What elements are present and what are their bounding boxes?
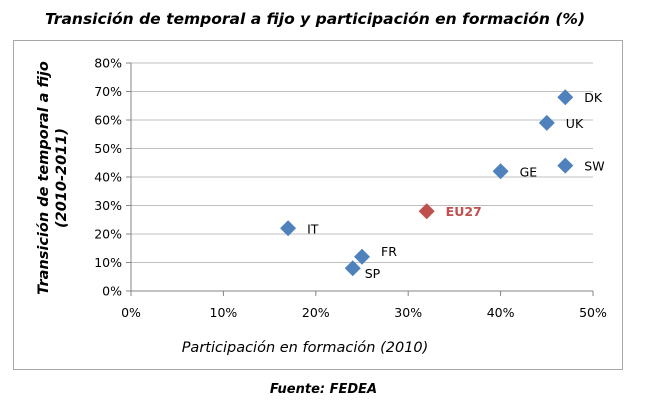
point-marker-fr: [354, 248, 370, 265]
point-label-fr: FR: [381, 244, 397, 259]
x-tick-label: 30%: [394, 305, 422, 320]
y-axis-label: Transición de temporal a fijo (2010-2011…: [36, 61, 70, 295]
point-marker-sp: [344, 260, 361, 277]
point-label-sp: SP: [365, 266, 381, 281]
y-tick-label: 30%: [94, 198, 122, 213]
point-marker-uk: [538, 114, 555, 131]
point-marker-it: [280, 220, 297, 237]
y-tick-label: 20%: [94, 227, 122, 242]
y-tick-label: 70%: [94, 84, 122, 99]
point-marker-sw: [557, 157, 574, 174]
x-tick-labels: 0% 10% 20% 30% 40% 50%: [121, 305, 607, 320]
x-tick-label: 10%: [210, 305, 238, 320]
y-axis-label-line2: (2010-2011): [54, 128, 70, 228]
y-tick-labels: 0% 10% 20% 30% 40% 50% 60% 70% 80%: [94, 56, 122, 299]
x-tick-label: 40%: [487, 305, 515, 320]
grid-lines: [131, 62, 593, 263]
point-label-it: IT: [307, 221, 319, 236]
point-label-eu27: EU27: [446, 204, 482, 219]
y-tick-label: 40%: [94, 170, 122, 185]
y-tick-label: 10%: [94, 255, 122, 270]
x-tick-label: 0%: [121, 305, 141, 320]
point-label-ge: GE: [520, 164, 538, 179]
y-tick-label: 50%: [94, 141, 122, 156]
point-marker-eu27: [418, 203, 435, 220]
y-tick-label: 60%: [94, 113, 122, 128]
point-label-sw: SW: [584, 159, 604, 174]
x-tick-label: 20%: [302, 305, 330, 320]
chart-frame: [13, 40, 623, 370]
point-marker-dk: [557, 89, 574, 106]
y-axis-label-line1: Transición de temporal a fijo: [36, 61, 52, 295]
source-note: Fuente: FEDEA: [269, 382, 378, 397]
axes: [126, 62, 594, 296]
y-tick-label: 80%: [94, 56, 122, 71]
x-tick-label: 50%: [579, 305, 607, 320]
point-label-uk: UK: [566, 116, 584, 131]
x-axis-label: Participación en formación (2010): [182, 340, 429, 356]
point-label-dk: DK: [584, 90, 603, 105]
point-marker-ge: [492, 163, 509, 180]
y-tick-label: 0%: [102, 284, 122, 299]
chart-title: Transición de temporal a fijo y particip…: [44, 10, 586, 28]
data-points: [280, 89, 574, 277]
